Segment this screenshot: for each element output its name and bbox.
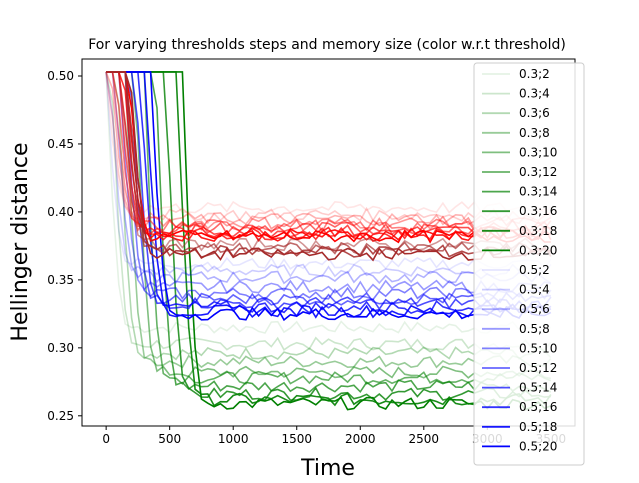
legend-label: 0.3;6: [519, 106, 550, 120]
y-tick-label: 0.50: [47, 69, 74, 83]
legend-label: 0.3;20: [519, 243, 557, 257]
x-tick-label: 1500: [281, 432, 312, 446]
legend-label: 0.3;14: [519, 185, 557, 199]
legend-label: 0.3;16: [519, 204, 557, 218]
y-tick-label: 0.45: [47, 137, 74, 151]
legend-label: 0.3;8: [519, 126, 550, 140]
legend-label: 0.5;14: [519, 381, 557, 395]
x-tick-label: 2000: [345, 432, 376, 446]
x-axis-label: Time: [300, 456, 355, 479]
legend-label: 0.3;18: [519, 224, 557, 238]
legend-label: 0.3;12: [519, 165, 557, 179]
legend-label: 0.3;10: [519, 145, 557, 159]
legend-label: 0.3;2: [519, 67, 550, 81]
x-tick-label: 500: [158, 432, 181, 446]
legend-label: 0.5;10: [519, 341, 557, 355]
legend-label: 0.5;2: [519, 263, 550, 277]
legend-label: 0.5;18: [519, 420, 557, 434]
legend-label: 0.5;12: [519, 361, 557, 375]
legend-box: [473, 62, 585, 466]
legend-label: 0.3;4: [519, 87, 550, 101]
legend-label: 0.5;4: [519, 283, 550, 297]
y-axis-label: Hellinger distance: [8, 142, 33, 341]
x-tick-label: 1000: [218, 432, 249, 446]
legend: 0.3;2 0.3;4 0.3;6 0.3;8 0.3;10 0.3;12 0.3;14 0.…: [473, 62, 585, 466]
y-tick-label: 0.25: [47, 409, 74, 423]
y-tick-label: 0.40: [47, 205, 74, 219]
y-tick-label: 0.35: [47, 273, 74, 287]
chart-title: For varying thresholds steps and memory …: [88, 37, 566, 53]
y-axis: 0.25 0.30 0.35 0.40 0.45 0.50: [47, 69, 82, 423]
y-tick-label: 0.30: [47, 341, 74, 355]
legend-label: 0.5;8: [519, 322, 550, 336]
x-tick-label: 0: [102, 432, 110, 446]
legend-label: 0.5;16: [519, 400, 557, 414]
legend-label: 0.5;6: [519, 302, 550, 316]
x-tick-label: 2500: [409, 432, 440, 446]
legend-label: 0.5;20: [519, 439, 557, 453]
